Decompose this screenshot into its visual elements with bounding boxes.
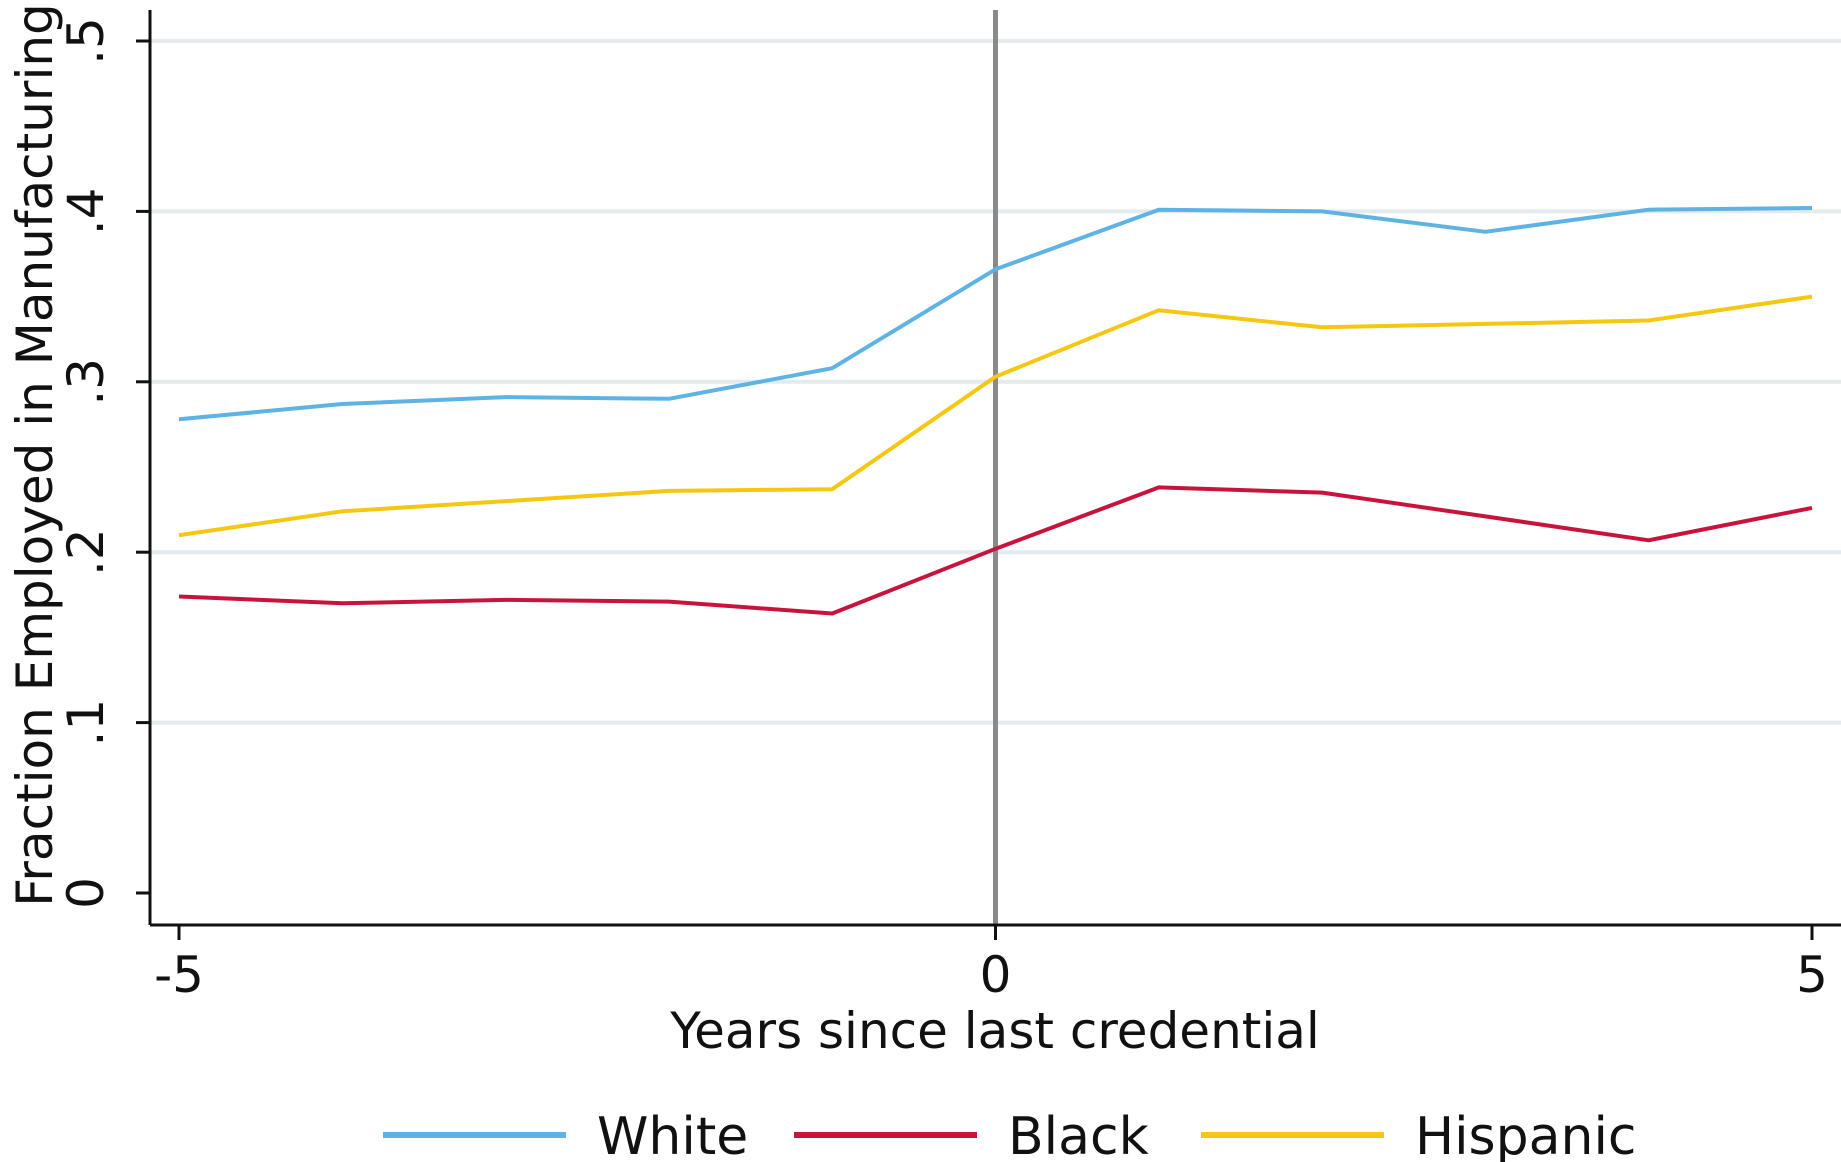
y-tick-label: .4 [57, 188, 115, 236]
y-tick-label: .2 [57, 528, 115, 576]
x-tick-label: 0 [980, 946, 1012, 1004]
y-tick-label: .1 [57, 699, 115, 747]
series-lines [178, 206, 1813, 616]
legend-label-hispanic: Hispanic [1415, 1107, 1637, 1162]
x-axis-title: Years since last credential [669, 1002, 1320, 1060]
series-line-white [178, 206, 1813, 422]
y-tick-label: .5 [57, 17, 115, 65]
legend-label-black: Black [1008, 1107, 1149, 1162]
x-tick-label: -5 [154, 946, 204, 1004]
series-line-black [178, 485, 1813, 616]
x-tick-label: 5 [1796, 946, 1828, 1004]
legend: White Black Hispanic [383, 1107, 1637, 1162]
series-line-hispanic [178, 294, 1813, 538]
y-ticks: 0 .1 .2 .3 .4 .5 [57, 17, 150, 909]
legend-label-white: White [597, 1107, 748, 1162]
x-ticks: -5 0 5 [154, 925, 1828, 1004]
y-tick-label: .3 [57, 358, 115, 406]
y-tick-label: 0 [57, 877, 115, 909]
y-axis-title: Fraction Employed in Manufacturing [6, 3, 64, 907]
